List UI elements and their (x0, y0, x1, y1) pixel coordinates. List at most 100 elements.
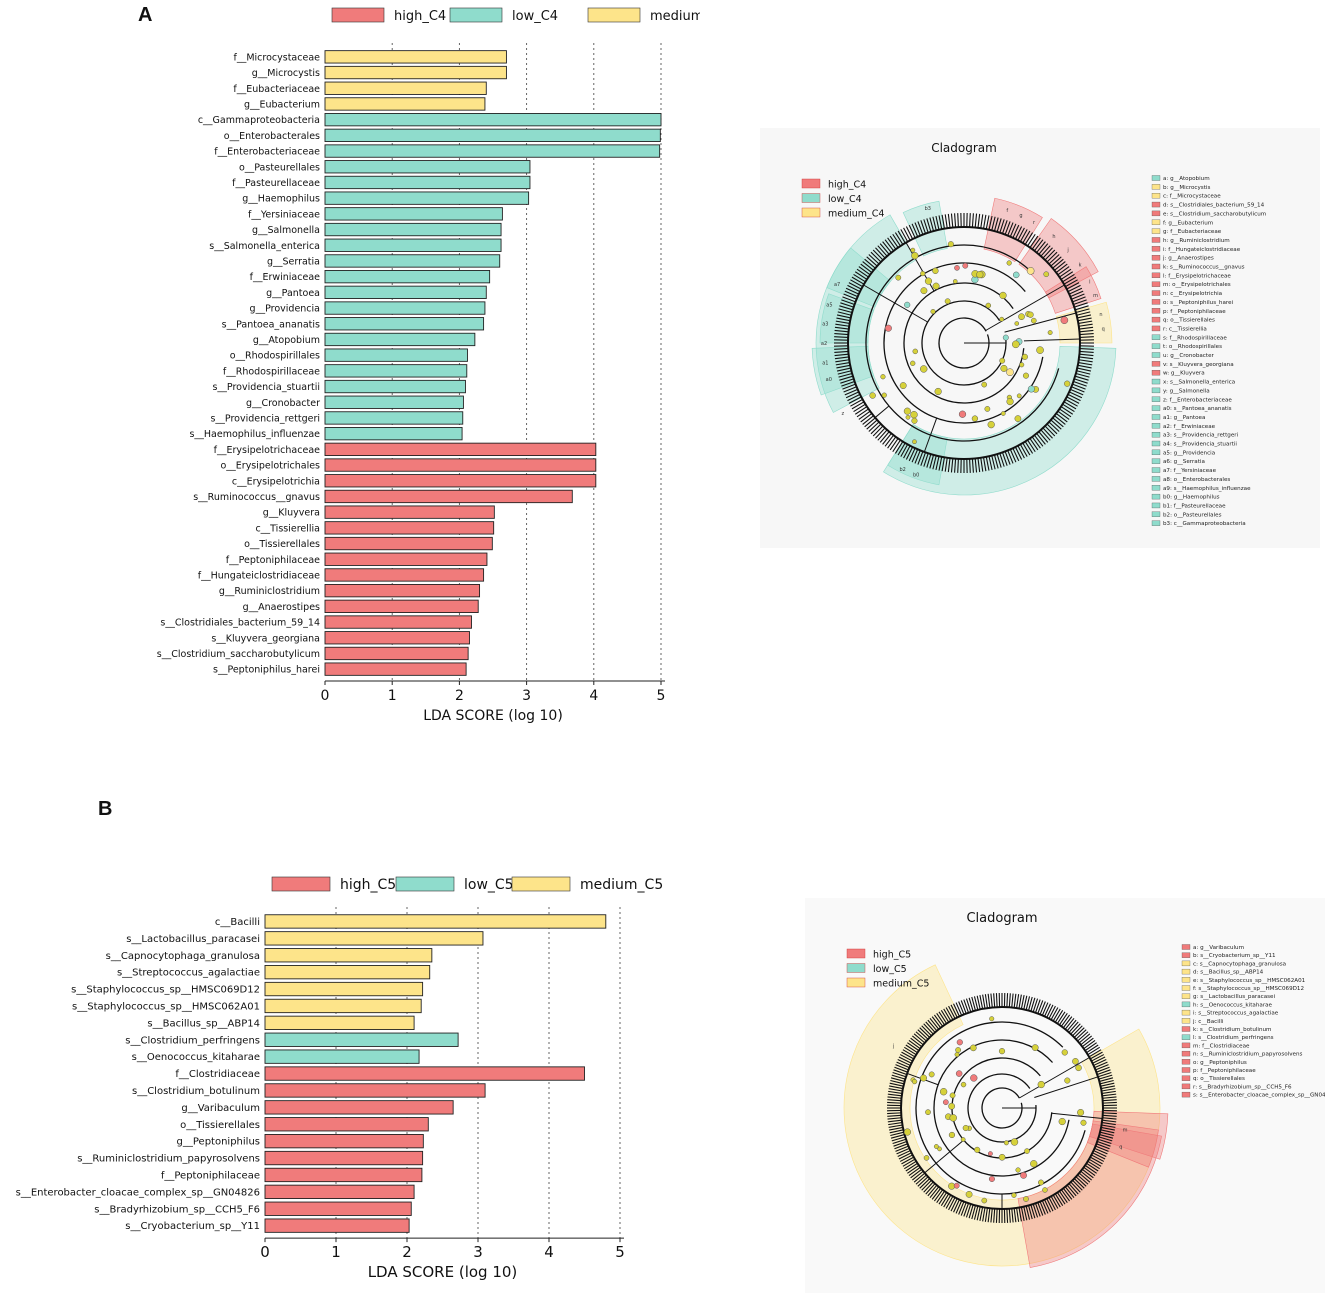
x-tick-label-5: 5 (615, 1243, 625, 1261)
bar-f__Eubacteriaceae (325, 82, 486, 94)
tree-node (881, 374, 886, 379)
bar-label-o__Tissierellales: o__Tissierellales (180, 1120, 260, 1131)
cladogram-key-swatch (1182, 1084, 1190, 1089)
cladogram-key-item: b3: c__Gammaproteobacteria (1163, 521, 1246, 527)
tree-leaf-branch (1080, 337, 1094, 338)
x-tick-label-2: 2 (455, 688, 464, 704)
cladogram-key-swatch (1152, 414, 1160, 419)
tree-node (1038, 1180, 1043, 1185)
tree-node (1000, 358, 1005, 363)
x-tick-label-4: 4 (589, 688, 598, 704)
legend-swatch-high (332, 8, 384, 22)
clade-letter-a3: a3 (822, 322, 828, 328)
bar-label-f__Erysipelotrichaceae: f__Erysipelotrichaceae (214, 445, 321, 456)
bar-s__Enterobacter_cloacae_complex_sp__GN04826 (265, 1185, 414, 1198)
tree-node (913, 349, 918, 354)
bar-label-g__Salmonella: g__Salmonella (252, 225, 320, 236)
tree-node (1024, 1149, 1029, 1154)
tree-node (963, 263, 968, 268)
clade-letter-a0: a0 (826, 377, 832, 383)
cladogram-key-item: i: f__Hungateiclostridiaceae (1163, 247, 1241, 253)
bar-label-c__Bacilli: c__Bacilli (215, 917, 260, 928)
tree-leaf-branch (834, 349, 848, 350)
bar-label-f__Peptoniphilaceae: f__Peptoniphilaceae (226, 555, 320, 566)
bar-f__Yersiniaceae (325, 208, 502, 220)
tree-node (1031, 318, 1036, 323)
cladogram-key-item: j: c__Bacilli (1192, 1019, 1224, 1025)
tree-node (1013, 272, 1019, 278)
cladogram-key-swatch (1152, 291, 1160, 296)
tree-node (1032, 1044, 1038, 1050)
cladogram-key-swatch (1152, 503, 1160, 508)
cladogram-key-swatch (1152, 299, 1160, 304)
tree-node (1018, 314, 1024, 320)
cladogram-legend-swatch-low (802, 194, 820, 203)
bar-g__Atopobium (325, 333, 475, 345)
cladogram-legend-label-medium: medium_C5 (873, 979, 929, 990)
bar-label-g__Kluyvera: g__Kluyvera (263, 508, 320, 519)
tree-node (1061, 317, 1068, 324)
tree-node (955, 1052, 959, 1056)
cladogram-key-swatch (1152, 361, 1160, 366)
tree-node (933, 283, 939, 289)
cladogram-key-swatch (1152, 211, 1160, 216)
bar-label-g__Eubacterium: g__Eubacterium (244, 99, 320, 110)
cladogram-key-item: a3: s__Providencia_rettgeri (1163, 433, 1239, 439)
cladogram-key-swatch (1182, 1043, 1190, 1048)
bar-f__Clostridiaceae (265, 1067, 585, 1080)
cladogram-legend-label-medium: medium_C4 (828, 209, 884, 220)
tree-node (1072, 1058, 1078, 1064)
cladogram-key-item: z: f__Enterobacteriaceae (1163, 397, 1232, 403)
cladogram-key-swatch (1152, 353, 1160, 358)
bar-o__Tissierellales (265, 1118, 428, 1131)
tree-node (912, 440, 916, 444)
cladogram-key-item: d: s__Bacillus_sp__ABP14 (1193, 970, 1264, 976)
cladogram-key-item: q: o__Tissierellales (1163, 318, 1215, 324)
bar-label-g__Serratia: g__Serratia (267, 256, 320, 267)
tree-node (1023, 1196, 1028, 1201)
tree-leaf-branch (958, 213, 959, 227)
bar-f__Erwiniaceae (325, 270, 490, 282)
cladogram-key-swatch (1182, 1035, 1190, 1040)
x-tick-label-4: 4 (544, 1243, 554, 1261)
bar-label-s__Ruminococcus__gnavus: s__Ruminococcus__gnavus (193, 492, 320, 503)
cladogram-key-swatch (1182, 1068, 1190, 1073)
bar-c__Erysipelotrichia (325, 475, 596, 487)
bar-s__Clostridium_botulinum (265, 1084, 485, 1097)
cladogram-key-swatch (1152, 423, 1160, 428)
tree-node (976, 271, 983, 278)
cladogram-key-item: k: s__Ruminococcus__gnavus (1163, 265, 1245, 271)
tree-node (885, 325, 892, 332)
cladogram-key-item: b: g__Microcystis (1163, 185, 1210, 191)
cladogram-key-item: v: s__Kluyvera_georgiana (1163, 362, 1234, 368)
cladogram-key-swatch (1152, 476, 1160, 481)
bar-s__Ruminococcus__gnavus (325, 490, 572, 502)
clade-letter-a2: a2 (821, 341, 827, 347)
bar-label-g__Providencia: g__Providencia (250, 304, 320, 315)
cladogram-key-item: l: f__Erysipelotrichaceae (1163, 273, 1231, 279)
bar-label-s__Salmonella_enterica: s__Salmonella_enterica (209, 241, 320, 252)
legend-swatch-high (272, 877, 330, 891)
cladogram-key-item: s: f__Rhodospirillaceae (1163, 335, 1227, 341)
clade-letter-z: z (841, 411, 844, 417)
bar-label-s__Clostridium_perfringens: s__Clostridium_perfringens (125, 1035, 260, 1046)
tree-node (950, 1114, 957, 1121)
cladogram-key-swatch (1152, 176, 1160, 181)
cladogram-key-item: a4: s__Providencia_stuartii (1163, 442, 1237, 448)
bar-label-o__Enterobacterales: o__Enterobacterales (224, 131, 320, 142)
cladogram-key-swatch (1152, 468, 1160, 473)
tree-node (972, 416, 978, 422)
bar-label-g__Haemophilus: g__Haemophilus (242, 194, 320, 205)
bar-label-s__Oenococcus_kitaharae: s__Oenococcus_kitaharae (132, 1052, 260, 1063)
x-tick-label-5: 5 (657, 688, 666, 704)
legend-swatch-medium (588, 8, 640, 22)
x-axis-title: LDA SCORE (log 10) (423, 708, 563, 724)
tree-node (911, 248, 915, 252)
cladogram-legend-swatch-low (847, 964, 865, 973)
panel-b-letter: B (98, 798, 112, 821)
cladogram-key-item: d: s__Clostridiales_bacterium_59_14 (1163, 203, 1265, 209)
cladogram-key-item: a1: g__Pantoea (1163, 415, 1205, 421)
tree-node (982, 1198, 987, 1203)
tree-node (1000, 317, 1004, 321)
bar-label-s__Lactobacillus_paracasei: s__Lactobacillus_paracasei (126, 934, 260, 945)
